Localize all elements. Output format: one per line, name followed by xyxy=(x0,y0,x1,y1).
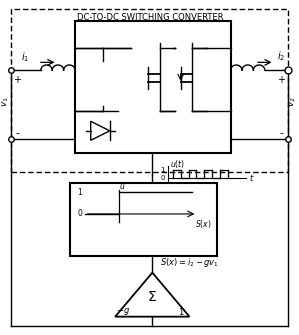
Text: +: + xyxy=(13,75,21,85)
Text: -: - xyxy=(15,128,19,138)
Text: $S(x)$: $S(x)$ xyxy=(195,218,212,230)
Text: $v_1$: $v_1$ xyxy=(0,96,11,107)
Text: 1: 1 xyxy=(77,188,82,197)
Text: $u(t)$: $u(t)$ xyxy=(170,158,185,170)
Polygon shape xyxy=(115,273,190,317)
Text: $v_2$: $v_2$ xyxy=(288,96,298,107)
Text: 1: 1 xyxy=(161,167,165,173)
Text: +: + xyxy=(277,75,286,85)
Text: $i_2$: $i_2$ xyxy=(277,50,286,63)
Bar xyxy=(75,21,231,153)
Text: $t$: $t$ xyxy=(249,172,255,183)
Text: $S(x)=i_2-gv_1$: $S(x)=i_2-gv_1$ xyxy=(160,256,219,269)
Text: -: - xyxy=(280,128,283,138)
Text: $i_1$: $i_1$ xyxy=(21,51,29,64)
Text: $1$: $1$ xyxy=(179,306,185,317)
Text: $\Sigma$: $\Sigma$ xyxy=(147,290,157,304)
Bar xyxy=(70,183,217,256)
Text: $-g$: $-g$ xyxy=(116,306,130,317)
Text: DC-TO-DC SWITCHING CONVERTER: DC-TO-DC SWITCHING CONVERTER xyxy=(77,13,223,22)
Text: 0: 0 xyxy=(77,209,82,218)
Bar xyxy=(11,9,288,172)
Text: 0: 0 xyxy=(161,175,165,181)
Text: $u$: $u$ xyxy=(119,182,125,191)
